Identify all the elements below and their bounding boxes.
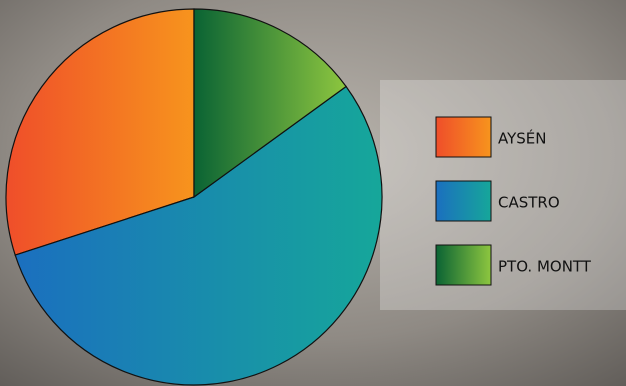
pie-slice <box>14 85 383 386</box>
legend-label: PTO. MONTT <box>498 258 592 276</box>
legend-label: AYSÉN <box>498 129 546 148</box>
pie-slice <box>5 8 195 256</box>
legend-swatch <box>435 116 492 158</box>
pie-slice <box>193 8 347 199</box>
legend-swatch <box>435 244 492 286</box>
legend-swatch <box>435 180 492 222</box>
legend-label: CASTRO <box>498 194 560 212</box>
legend-backdrop <box>380 80 626 310</box>
